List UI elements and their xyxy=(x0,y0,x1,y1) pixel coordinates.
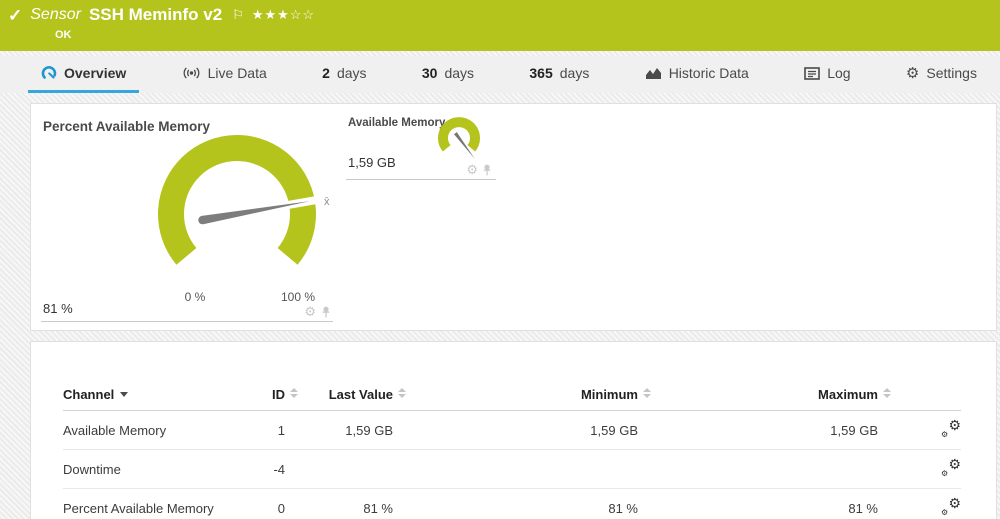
area-chart-icon xyxy=(645,67,662,80)
column-header-id[interactable]: ID xyxy=(253,379,298,411)
tab-label: Historic Data xyxy=(668,65,749,81)
table-header-row: Channel ID Last Value Minimum Maximum xyxy=(63,379,961,411)
status-badge: OK xyxy=(55,29,72,41)
gauge-title: Available Memory xyxy=(348,117,446,129)
stars-empty[interactable]: ☆☆ xyxy=(289,7,316,22)
priority-stars[interactable]: ★★★☆☆ xyxy=(252,7,315,23)
flag-icon[interactable]: ⚐ xyxy=(232,7,244,22)
channel-name: Percent Available Memory xyxy=(63,488,253,519)
edit-channel-gears-icon[interactable]: ⚙ ⚙ xyxy=(941,456,961,478)
tab-2-days[interactable]: 2 days xyxy=(309,56,379,93)
sensor-kind-label: Sensor xyxy=(30,6,81,23)
tab-number: 365 xyxy=(529,65,553,81)
column-header-actions xyxy=(891,379,961,411)
channel-minimum: 81 % xyxy=(406,488,651,519)
tab-label: days xyxy=(336,65,367,81)
tab-settings[interactable]: ⚙ Settings xyxy=(893,56,990,93)
gauge-title: Percent Available Memory xyxy=(43,119,211,134)
column-label: Last Value xyxy=(328,387,393,402)
log-list-icon xyxy=(804,66,820,80)
available-memory-mini-gauge xyxy=(438,117,480,159)
sensor-status-banner: ✓ Sensor SSH Meminfo v2 ⚐ ★★★☆☆ OK xyxy=(0,0,1000,51)
channel-row: Downtime -4 ⚙ ⚙ xyxy=(63,449,961,489)
column-label: Minimum xyxy=(580,387,638,402)
edit-channel-gears-icon[interactable]: ⚙ ⚙ xyxy=(941,417,961,439)
percent-available-memory-gauge: x̄ xyxy=(158,135,330,265)
gauge-current-value: 1,59 GB xyxy=(348,155,396,170)
channel-name: Available Memory xyxy=(63,410,253,450)
tab-live-data[interactable]: Live Data xyxy=(169,56,280,93)
status-ok-check-icon: ✓ xyxy=(8,5,23,25)
channel-last-value: 1,59 GB xyxy=(298,410,406,450)
tab-label: Live Data xyxy=(207,65,267,81)
sort-descending-icon xyxy=(120,392,129,397)
tab-bar: Overview Live Data 2 days 30 days 365 da… xyxy=(0,56,1000,93)
sort-arrows-icon xyxy=(398,388,406,398)
edit-channel-gears-icon[interactable]: ⚙ ⚙ xyxy=(941,495,961,517)
sort-arrows-icon xyxy=(290,388,298,398)
channel-minimum xyxy=(406,449,651,489)
tab-overview[interactable]: Overview xyxy=(28,56,140,93)
column-header-maximum[interactable]: Maximum xyxy=(651,379,891,411)
sensor-name: SSH Meminfo v2 xyxy=(88,5,223,24)
secondary-channel-gauge-tile[interactable]: Available Memory 1,59 GB ⚙ xyxy=(346,110,496,180)
gauge-settings-gear-icon[interactable]: ⚙ xyxy=(304,304,316,319)
column-label: ID xyxy=(272,387,285,402)
channel-last-value: 81 % xyxy=(298,488,406,519)
tab-label: Overview xyxy=(64,65,127,81)
channels-table-panel: Channel ID Last Value Minimum Maximum Av… xyxy=(30,341,997,519)
broadcast-icon xyxy=(182,66,201,80)
gear-icon: ⚙ xyxy=(905,64,920,82)
tab-30-days[interactable]: 30 days xyxy=(409,56,487,93)
column-header-channel[interactable]: Channel xyxy=(63,379,253,411)
column-label: Maximum xyxy=(818,387,878,402)
channel-id: 1 xyxy=(253,410,298,450)
channels-table: Channel ID Last Value Minimum Maximum Av… xyxy=(63,379,961,519)
overview-gauges-panel: Percent Available Memory x̄ 0 % 100 % 81… xyxy=(30,103,997,331)
channel-maximum: 1,59 GB xyxy=(651,410,891,450)
tab-number: 30 xyxy=(421,65,438,81)
sort-arrows-icon xyxy=(883,388,891,398)
channel-row: Available Memory 1 1,59 GB 1,59 GB 1,59 … xyxy=(63,410,961,450)
tab-label: Log xyxy=(827,65,851,81)
gauge-settings-gear-icon[interactable]: ⚙ xyxy=(466,162,478,177)
sort-arrows-icon xyxy=(643,388,651,398)
gauge-max-label: 100 % xyxy=(280,290,316,304)
gauge-min-label: 0 % xyxy=(184,290,206,304)
channel-minimum: 1,59 GB xyxy=(406,410,651,450)
gauge-pin-icon[interactable] xyxy=(482,164,492,176)
tab-historic-data[interactable]: Historic Data xyxy=(632,56,762,93)
tab-log[interactable]: Log xyxy=(791,56,863,93)
mean-marker: x̄ xyxy=(324,196,330,208)
column-label: Channel xyxy=(63,387,115,402)
channel-id: 0 xyxy=(253,488,298,519)
tab-label: Settings xyxy=(926,65,977,81)
channel-name: Downtime xyxy=(63,449,253,489)
column-header-minimum[interactable]: Minimum xyxy=(406,379,651,411)
primary-channel-gauge-tile[interactable]: Percent Available Memory x̄ 0 % 100 % 81… xyxy=(41,110,333,322)
tab-365-days[interactable]: 365 days xyxy=(516,56,602,93)
column-header-last-value[interactable]: Last Value xyxy=(298,379,406,411)
stars-filled[interactable]: ★★★ xyxy=(251,7,290,22)
tab-number: 2 xyxy=(322,65,330,81)
gauge-current-value: 81 % xyxy=(43,301,73,316)
gauge-pin-icon[interactable] xyxy=(321,306,331,318)
channel-id: -4 xyxy=(253,449,298,489)
channel-last-value xyxy=(298,449,406,489)
channel-maximum: 81 % xyxy=(651,488,891,519)
tab-label: days xyxy=(559,65,590,81)
tab-label: days xyxy=(444,65,475,81)
channel-maximum xyxy=(651,449,891,489)
gauge-icon xyxy=(41,65,57,81)
channel-row: Percent Available Memory 0 81 % 81 % 81 … xyxy=(63,488,961,519)
